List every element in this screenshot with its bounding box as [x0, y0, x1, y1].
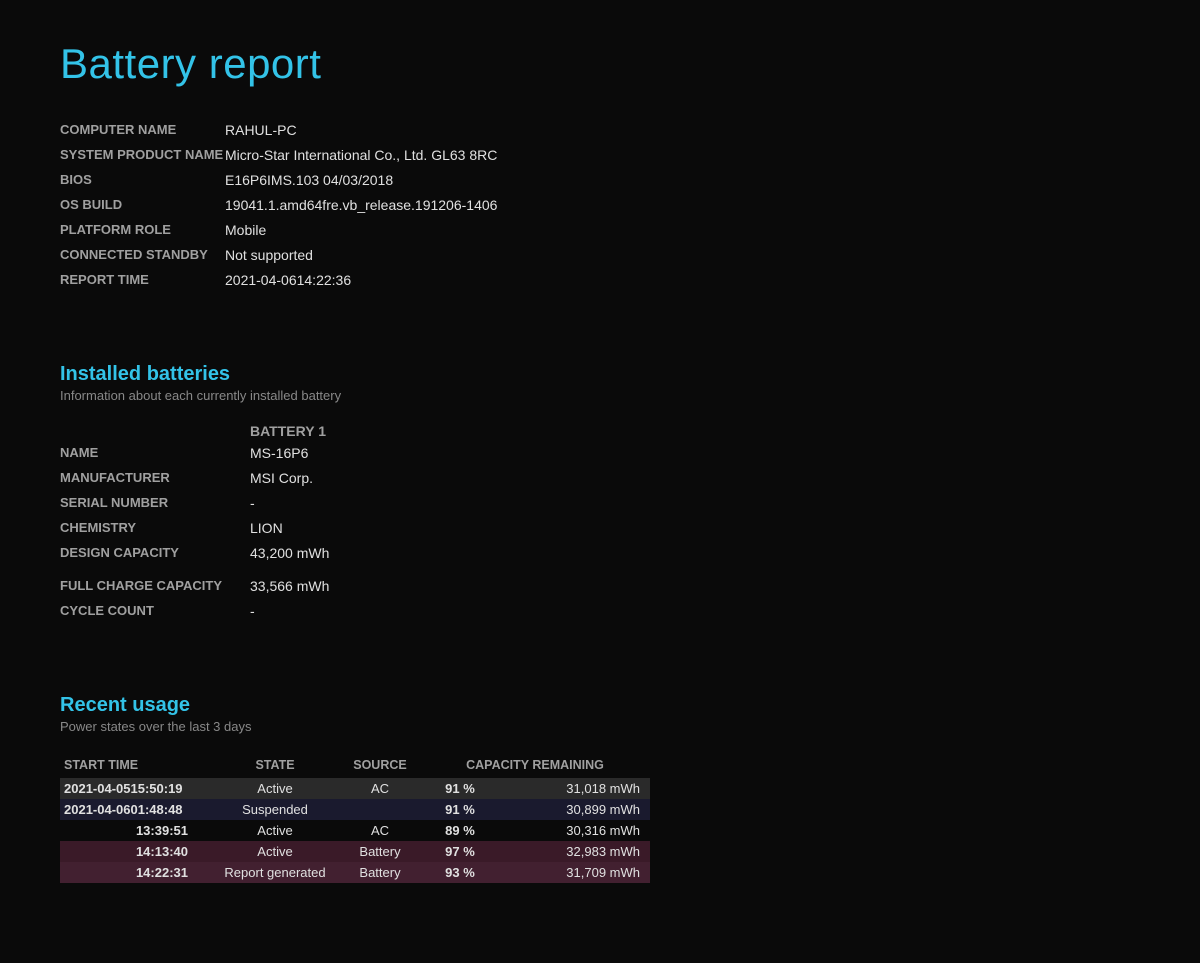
cell-capacity-pct: 93 % [420, 862, 500, 883]
cell-start-time: 13:39:51 [60, 820, 210, 841]
cell-start-time: 14:22:31 [60, 862, 210, 883]
cell-start-time: 2021-04-0601:48:48 [60, 799, 210, 820]
battery-header-spacer [60, 423, 250, 439]
battery-info-label: CYCLE COUNT [60, 601, 250, 622]
header-capacity: CAPACITY REMAINING [420, 752, 650, 778]
battery-info-row: FULL CHARGE CAPACITY33,566 mWh [60, 574, 1140, 599]
cell-capacity-mwh: 30,899 mWh [500, 799, 650, 820]
system-info-label: COMPUTER NAME [60, 120, 225, 141]
system-info-value: E16P6IMS.103 04/03/2018 [225, 170, 393, 191]
table-header-row: START TIME STATE SOURCE CAPACITY REMAINI… [60, 752, 650, 778]
page-title: Battery report [60, 40, 1140, 88]
cell-capacity-mwh: 31,709 mWh [500, 862, 650, 883]
installed-batteries-subtitle: Information about each currently install… [60, 388, 1140, 403]
cell-capacity-pct: 91 % [420, 799, 500, 820]
cell-state: Active [210, 841, 340, 862]
battery-info-row: NAMEMS-16P6 [60, 441, 1140, 466]
battery-info-value: MS-16P6 [250, 443, 308, 464]
battery-header-row: BATTERY 1 [60, 421, 1140, 441]
system-info-value: 19041.1.amd64fre.vb_release.191206-1406 [225, 195, 497, 216]
recent-usage-subtitle: Power states over the last 3 days [60, 719, 1140, 734]
system-info-label: OS BUILD [60, 195, 225, 216]
system-info-row: SYSTEM PRODUCT NAMEMicro-Star Internatio… [60, 143, 1140, 168]
table-row: 13:39:51ActiveAC89 %30,316 mWh [60, 820, 650, 841]
battery-info-label: MANUFACTURER [60, 468, 250, 489]
system-info-value: RAHUL-PC [225, 120, 297, 141]
battery-info-row: SERIAL NUMBER- [60, 491, 1140, 516]
cell-capacity-mwh: 31,018 mWh [500, 778, 650, 799]
cell-capacity-pct: 89 % [420, 820, 500, 841]
cell-source: AC [340, 820, 420, 841]
cell-capacity-pct: 97 % [420, 841, 500, 862]
system-info-label: CONNECTED STANDBY [60, 245, 225, 266]
system-info-label: BIOS [60, 170, 225, 191]
cell-state: Active [210, 820, 340, 841]
battery-info-label: DESIGN CAPACITY [60, 543, 250, 564]
system-info-value: Mobile [225, 220, 266, 241]
system-info-row: CONNECTED STANDBYNot supported [60, 243, 1140, 268]
battery-header-label: BATTERY 1 [250, 423, 326, 439]
battery-info-row: MANUFACTURERMSI Corp. [60, 466, 1140, 491]
battery-info-value: LION [250, 518, 283, 539]
cell-capacity-pct: 91 % [420, 778, 500, 799]
battery-info-label: FULL CHARGE CAPACITY [60, 576, 250, 597]
cell-capacity-mwh: 32,983 mWh [500, 841, 650, 862]
table-row: 2021-04-0601:48:48Suspended 91 %30,899 mW… [60, 799, 650, 820]
table-row: 14:22:31Report generatedBattery93 %31,70… [60, 862, 650, 883]
battery-info-label: SERIAL NUMBER [60, 493, 250, 514]
cell-start-time: 14:13:40 [60, 841, 210, 862]
battery-info-value: MSI Corp. [250, 468, 313, 489]
battery-info-value: - [250, 601, 255, 622]
cell-state: Report generated [210, 862, 340, 883]
cell-source [340, 799, 420, 820]
battery-info-row: CHEMISTRYLION [60, 516, 1140, 541]
header-state: STATE [210, 752, 340, 778]
cell-state: Suspended [210, 799, 340, 820]
installed-batteries-title: Installed batteries [60, 363, 1140, 386]
system-info-label: SYSTEM PRODUCT NAME [60, 145, 225, 166]
recent-usage-section: Recent usage Power states over the last … [60, 694, 1140, 883]
cell-capacity-mwh: 30,316 mWh [500, 820, 650, 841]
recent-usage-table: START TIME STATE SOURCE CAPACITY REMAINI… [60, 752, 650, 883]
cell-start-time: 2021-04-0515:50:19 [60, 778, 210, 799]
cell-source: Battery [340, 841, 420, 862]
cell-state: Active [210, 778, 340, 799]
table-row: 14:13:40ActiveBattery97 %32,983 mWh [60, 841, 650, 862]
header-start-time: START TIME [60, 752, 210, 778]
system-info-row: OS BUILD19041.1.amd64fre.vb_release.1912… [60, 193, 1140, 218]
cell-source: Battery [340, 862, 420, 883]
battery-info-label: NAME [60, 443, 250, 464]
system-info-value: Not supported [225, 245, 313, 266]
system-info-row: REPORT TIME2021-04-0614:22:36 [60, 268, 1140, 293]
battery-info-value: 43,200 mWh [250, 543, 329, 564]
system-info-value: Micro-Star International Co., Ltd. GL63 … [225, 145, 497, 166]
system-info-value: 2021-04-0614:22:36 [225, 270, 351, 291]
system-info-label: PLATFORM ROLE [60, 220, 225, 241]
cell-source: AC [340, 778, 420, 799]
installed-batteries-section: Installed batteries Information about ea… [60, 363, 1140, 624]
battery-info-value: 33,566 mWh [250, 576, 329, 597]
battery-info-value: - [250, 493, 255, 514]
system-info-section: COMPUTER NAMERAHUL-PCSYSTEM PRODUCT NAME… [60, 118, 1140, 293]
battery-info-row: DESIGN CAPACITY43,200 mWh [60, 541, 1140, 566]
system-info-row: PLATFORM ROLEMobile [60, 218, 1140, 243]
battery-info-label: CHEMISTRY [60, 518, 250, 539]
battery-info-row: CYCLE COUNT- [60, 599, 1140, 624]
system-info-label: REPORT TIME [60, 270, 225, 291]
table-row: 2021-04-0515:50:19ActiveAC91 %31,018 mWh [60, 778, 650, 799]
recent-usage-title: Recent usage [60, 694, 1140, 717]
system-info-row: COMPUTER NAMERAHUL-PC [60, 118, 1140, 143]
header-source: SOURCE [340, 752, 420, 778]
system-info-row: BIOSE16P6IMS.103 04/03/2018 [60, 168, 1140, 193]
